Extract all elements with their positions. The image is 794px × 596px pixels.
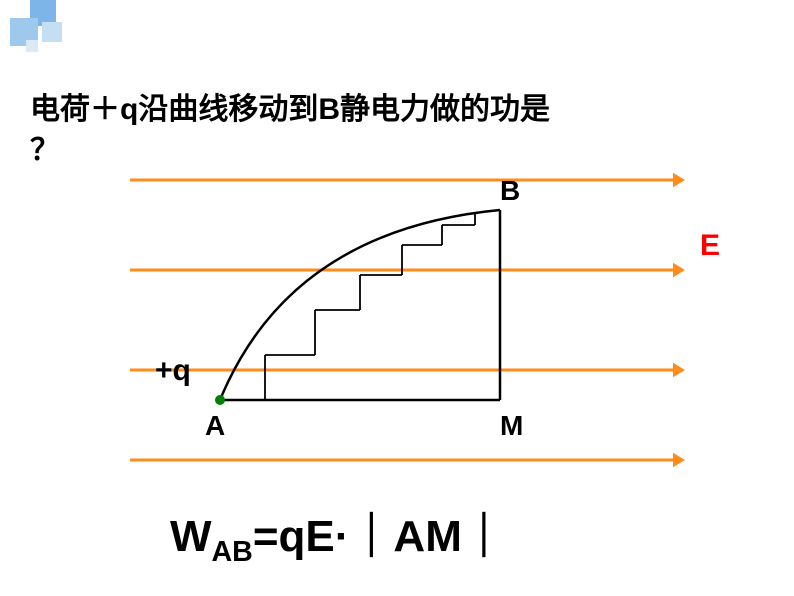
physics-diagram: EAMB+q [130,170,690,470]
question-title: 电荷＋q沿曲线移动到B静电力做的功是？ [30,90,550,171]
svg-text:E: E [700,229,720,262]
svg-text:A: A [205,410,225,441]
svg-text:B: B [500,175,520,206]
svg-text:M: M [500,410,523,441]
svg-text:+q: +q [155,354,191,387]
corner-decoration [0,0,80,70]
work-formula: WAB=qE·｜AM｜ [170,500,506,569]
